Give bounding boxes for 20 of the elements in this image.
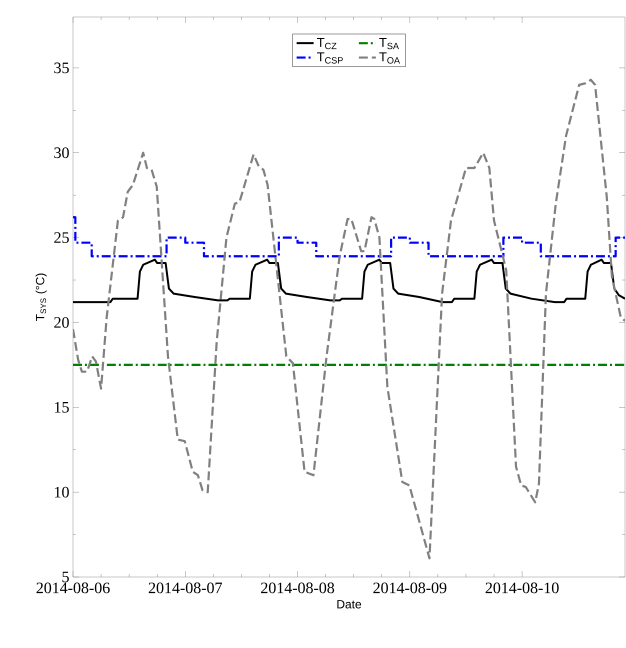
y-tick-label: 25 [54,232,69,243]
legend-label: T$_{SA}$ [379,38,399,50]
x-tick-label: 2014-08-09 [373,582,446,594]
legend-label: T$_{OA}$ [379,52,400,64]
line-series [73,258,626,304]
line-series [73,78,626,560]
y-axis-title: T$_{SYS}$ (°C) [36,274,47,321]
y-tick-label: 10 [54,486,69,498]
legend-label: T$_{CZ}$ [317,38,336,50]
y-tick-label: 35 [54,62,69,74]
x-tick-label: 2014-08-10 [486,582,559,594]
x-tick-label: 2014-08-06 [36,582,110,594]
y-tick-label: 5 [62,572,69,582]
y-tick-label: 30 [54,147,69,158]
x-axis-title: Date [337,600,362,608]
x-tick-label: 2014-08-08 [261,582,334,594]
y-tick-label: 20 [54,317,69,328]
legend-label: T$_{CSP}$ [317,52,343,64]
x-tick-label: 2014-08-07 [148,582,222,594]
y-tick-label: 15 [54,402,69,413]
